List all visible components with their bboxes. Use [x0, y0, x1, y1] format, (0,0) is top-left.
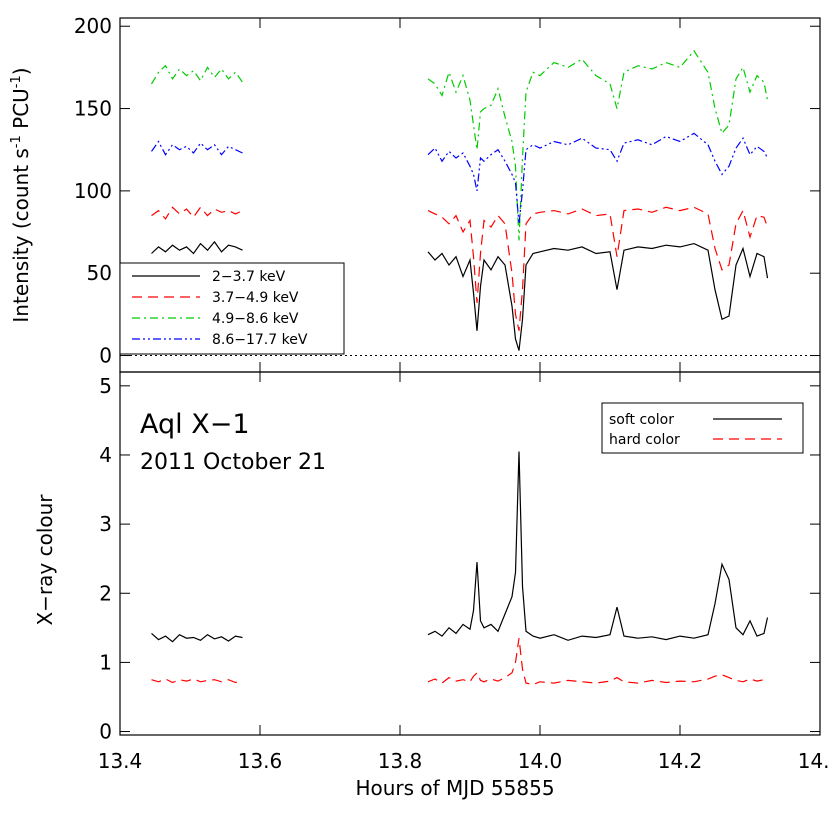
x-tick-labels: 13.4 13.6 13.8 14.0 14.2 14.4 — [98, 749, 830, 773]
top-legend-label: 8.6−17.7 keV — [212, 332, 308, 348]
top-series-group — [150, 49, 769, 351]
bottom-ytick-label: 0 — [99, 720, 112, 744]
top-series-1-segment-0 — [151, 206, 243, 220]
bottom-legend: soft color hard color — [601, 402, 804, 454]
top-y-tick-labels: 0 50 100 150 200 — [74, 14, 112, 367]
bottom-ytick-label: 4 — [99, 443, 112, 467]
bottom-y-axis-label: X−ray colour — [33, 494, 57, 626]
bottom-series-0-segment-1 — [427, 451, 769, 641]
bottom-ytick-label: 5 — [99, 374, 112, 398]
x-axis-label: Hours of MJD 55855 — [355, 776, 554, 800]
x-ticks — [119, 18, 821, 735]
top-series-0-segment-0 — [151, 240, 243, 255]
top-legend-label: 2−3.7 keV — [212, 269, 286, 285]
top-ytick-label: 200 — [74, 14, 112, 38]
x-tick-label: 14.4 — [798, 749, 830, 773]
top-legend: 2−3.7 keV 3.7−4.9 keV 4.9−8.6 keV 8.6−17.7 … — [119, 262, 345, 355]
bottom-series-1-segment-1 — [427, 638, 768, 686]
top-series-1-segment-1 — [427, 206, 769, 331]
top-ytick-label: 0 — [99, 344, 112, 368]
x-tick-label: 13.8 — [378, 749, 423, 773]
top-ytick-label: 150 — [74, 97, 112, 121]
source-title: Aql X−1 — [140, 409, 250, 440]
bottom-series-1-segment-0 — [151, 678, 243, 684]
top-series-2-segment-1 — [427, 49, 769, 241]
x-tick-label: 13.6 — [238, 749, 283, 773]
bottom-series-group — [151, 451, 769, 686]
bottom-legend-box — [601, 402, 804, 454]
date-subtitle: 2011 October 21 — [140, 450, 326, 475]
bottom-panel-frame — [119, 371, 821, 736]
top-legend-label: 3.7−4.9 keV — [212, 290, 299, 306]
bottom-y-tick-labels: 0 1 2 3 4 5 — [99, 374, 112, 744]
top-ytick-label: 100 — [74, 179, 112, 203]
bottom-series-0-segment-0 — [151, 632, 243, 643]
top-series-0-segment-1 — [427, 242, 769, 351]
bottom-legend-label: hard color — [609, 432, 680, 448]
top-ytick-label: 50 — [87, 261, 112, 285]
bottom-legend-label: soft color — [609, 412, 674, 428]
bottom-ytick-label: 2 — [99, 581, 112, 605]
top-y-axis-label: Intensity (count s-1 PCU-1) — [9, 67, 33, 322]
top-series-3-segment-1 — [427, 132, 769, 224]
top-series-2-segment-0 — [150, 64, 243, 85]
top-series-3-segment-0 — [151, 140, 243, 156]
x-tick-label: 14.0 — [518, 749, 563, 773]
top-legend-label: 4.9−8.6 keV — [212, 311, 299, 327]
bottom-y-ticks — [120, 385, 820, 733]
x-tick-label: 13.4 — [98, 749, 143, 773]
x-tick-label: 14.2 — [658, 749, 703, 773]
bottom-ytick-label: 3 — [99, 512, 112, 536]
bottom-ytick-label: 1 — [99, 650, 112, 674]
